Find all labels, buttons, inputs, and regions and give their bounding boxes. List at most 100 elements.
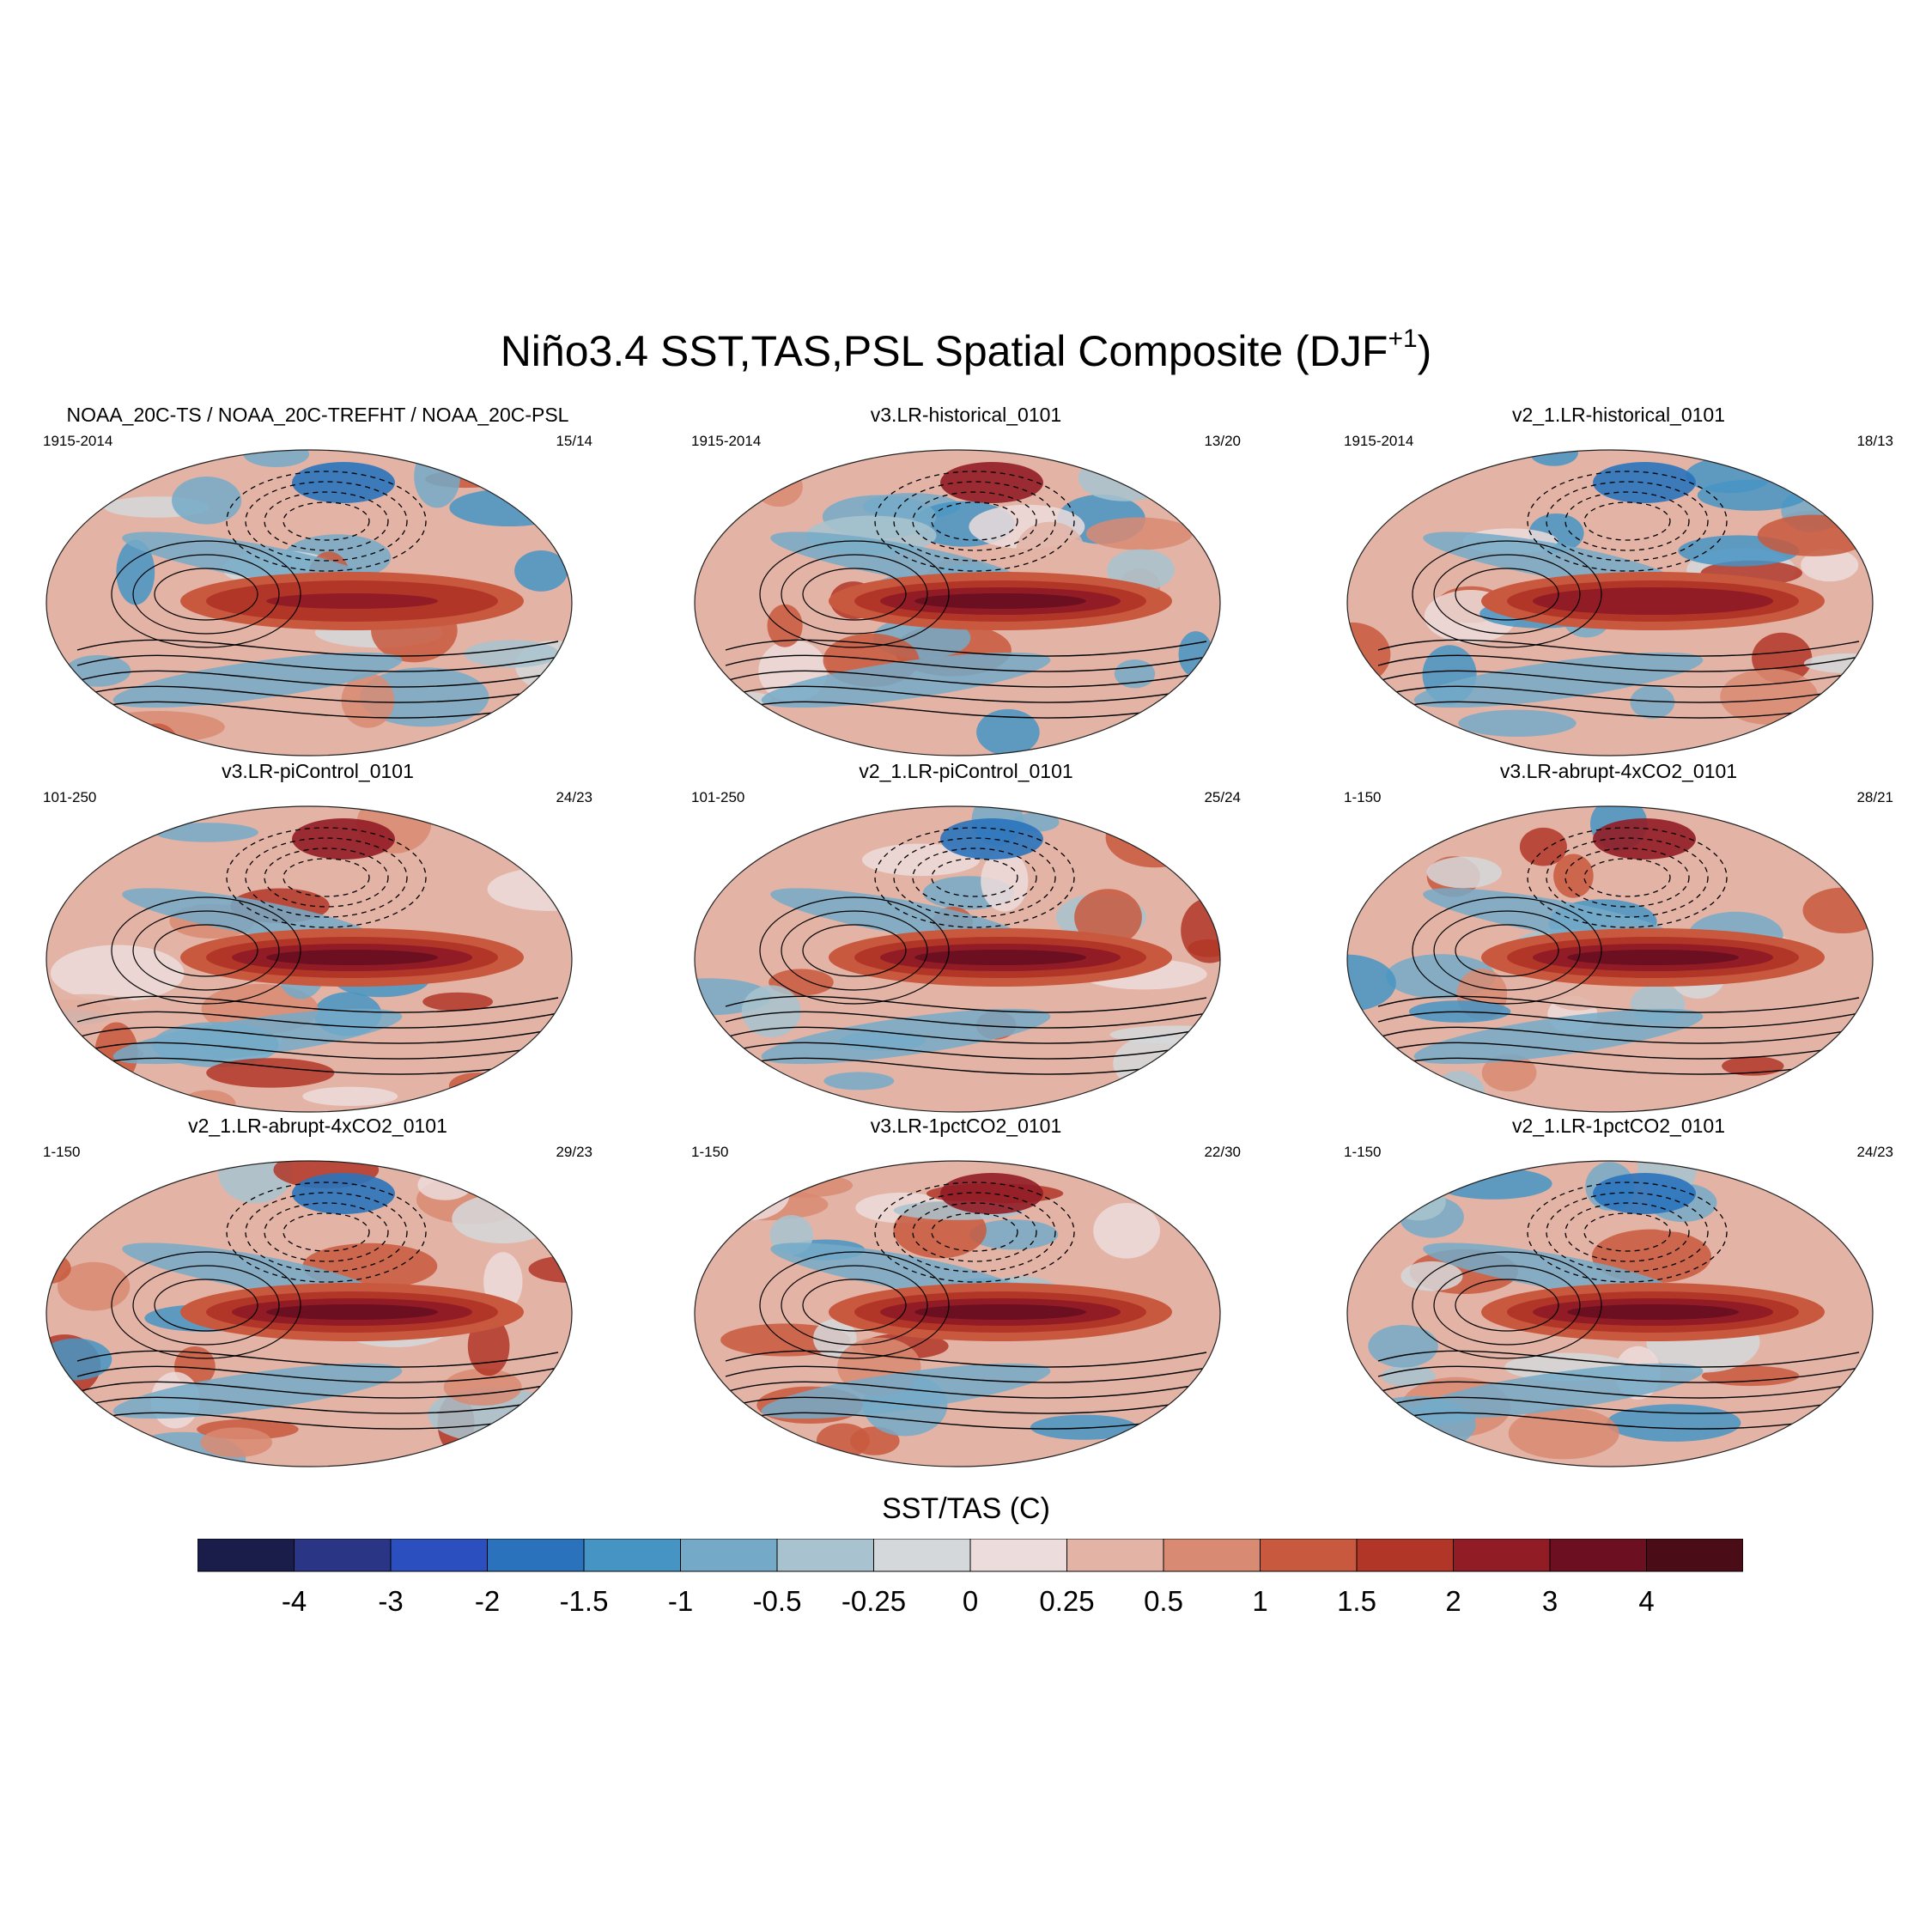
psl-contour-negative bbox=[893, 837, 1056, 918]
panel-title: v3.LR-historical_0101 bbox=[870, 404, 1062, 426]
panel-title: v2_1.LR-historical_0101 bbox=[1511, 404, 1726, 426]
psl-contour-negative bbox=[874, 827, 1075, 928]
colorbar: -4 -3 -2 -1.5 -1 -0.5 -0.25 0 0.25 0.5 1 1.5 2 3 4 bbox=[197, 1539, 1743, 1617]
global-map bbox=[46, 1160, 573, 1467]
global-map bbox=[1346, 805, 1874, 1113]
anomaly-region bbox=[1093, 1203, 1160, 1259]
psl-contour-negative bbox=[283, 858, 370, 897]
psl-contour-positive bbox=[1455, 568, 1559, 621]
psl-contour-negative bbox=[226, 827, 427, 928]
psl-contour bbox=[76, 1011, 559, 1029]
psl-contour bbox=[1377, 670, 1860, 688]
psl-contour bbox=[725, 670, 1207, 688]
figure-title: Niño3.4 SST,TAS,PSL Spatial Composite (D… bbox=[500, 325, 1432, 375]
psl-contour-negative bbox=[874, 1182, 1075, 1283]
psl-contour-positive bbox=[802, 568, 907, 621]
anomaly-region bbox=[514, 550, 568, 592]
psl-contour-positive bbox=[111, 540, 301, 648]
anomaly-region bbox=[706, 1169, 790, 1221]
psl-contour bbox=[1377, 701, 1860, 719]
psl-contour-positive bbox=[1455, 1279, 1559, 1332]
psl-contour-negative bbox=[1583, 501, 1671, 541]
psl-contour bbox=[725, 1396, 1207, 1414]
psl-contour bbox=[725, 1026, 1207, 1044]
colorbar-box bbox=[1066, 1539, 1164, 1572]
anomaly-region bbox=[89, 1201, 205, 1238]
colorbar-tick-label: -0.5 bbox=[753, 1585, 802, 1617]
colorbar-tick-label: -4 bbox=[282, 1585, 307, 1617]
map-outline bbox=[1346, 805, 1874, 1113]
colorbar-box bbox=[1453, 1539, 1551, 1572]
psl-contour bbox=[725, 1042, 1207, 1060]
psl-contour-negative bbox=[912, 1202, 1037, 1262]
panel-period: 1915-2014 bbox=[43, 433, 113, 449]
colorbar-box bbox=[390, 1539, 488, 1572]
colorbar-tick-label: 1 bbox=[1252, 1585, 1267, 1617]
anomaly-region bbox=[414, 450, 461, 508]
psl-contour-negative bbox=[226, 1182, 427, 1283]
anomaly-region bbox=[1800, 717, 1838, 756]
psl-contour-negative bbox=[1527, 471, 1728, 572]
panel-period: 1-150 bbox=[1344, 1144, 1382, 1160]
global-map bbox=[694, 805, 1221, 1113]
psl-contour-negative bbox=[245, 1192, 408, 1273]
psl-contour bbox=[725, 639, 1207, 657]
psl-contour-negative bbox=[1564, 1202, 1690, 1262]
north-america-anomaly bbox=[292, 1173, 395, 1214]
anomaly-region bbox=[1701, 1365, 1800, 1387]
anomaly-region bbox=[1085, 517, 1193, 550]
anomaly-region bbox=[1400, 1261, 1463, 1291]
colorbar-box bbox=[680, 1539, 778, 1572]
psl-contour-positive bbox=[1433, 554, 1581, 635]
panel-title: NOAA_20C-TS / NOAA_20C-TREFHT / NOAA_20C… bbox=[66, 404, 569, 426]
anomaly-region bbox=[155, 823, 258, 842]
anomaly-region bbox=[1178, 631, 1213, 677]
anomaly-region bbox=[1078, 455, 1172, 501]
psl-contour-negative bbox=[931, 501, 1018, 541]
anomaly-region bbox=[116, 539, 155, 605]
anomaly-region bbox=[1074, 889, 1142, 946]
psl-contour bbox=[725, 995, 1207, 1013]
colorbar-tick-label: -3 bbox=[378, 1585, 403, 1617]
anomaly-region bbox=[1481, 1054, 1537, 1092]
panel-event-count: 22/30 bbox=[1204, 1144, 1241, 1160]
psl-contour-positive bbox=[759, 540, 950, 648]
cool-band-south bbox=[112, 1363, 403, 1419]
psl-contour-positive bbox=[111, 1251, 301, 1359]
anomaly-region bbox=[1630, 685, 1675, 720]
anomaly-region bbox=[1553, 854, 1594, 898]
colorbar-box bbox=[1260, 1539, 1358, 1572]
anomaly-region bbox=[464, 806, 538, 821]
anomaly-region bbox=[302, 1086, 398, 1106]
colorbar-tick-label: 0 bbox=[963, 1585, 978, 1617]
colorbar-tick-label: 3 bbox=[1542, 1585, 1558, 1617]
anomaly-region bbox=[495, 450, 570, 502]
psl-contour bbox=[76, 1057, 559, 1075]
psl-contour-positive bbox=[781, 1265, 928, 1346]
colorbar-box bbox=[873, 1539, 971, 1572]
psl-contour bbox=[725, 1412, 1207, 1430]
anomaly-region bbox=[1030, 1414, 1137, 1440]
anomaly-region bbox=[57, 1261, 131, 1311]
global-map bbox=[694, 449, 1221, 756]
colorbar-box bbox=[487, 1539, 585, 1572]
psl-contour bbox=[76, 1365, 559, 1383]
global-map bbox=[46, 805, 573, 1113]
psl-contour bbox=[1377, 1350, 1860, 1368]
psl-contour-positive bbox=[1412, 1251, 1602, 1359]
anomaly-region bbox=[1016, 521, 1084, 578]
colorbar-box bbox=[1163, 1539, 1261, 1572]
anomaly-region bbox=[695, 813, 771, 846]
panel-event-count: 24/23 bbox=[1856, 1144, 1893, 1160]
panel-title: v3.LR-1pctCO2_0101 bbox=[870, 1115, 1062, 1137]
psl-contour-negative bbox=[1583, 858, 1671, 897]
colorbar-box bbox=[776, 1539, 874, 1572]
panel-event-count: 13/20 bbox=[1204, 433, 1241, 449]
psl-contour bbox=[76, 685, 559, 703]
panel-title: v2_1.LR-piControl_0101 bbox=[859, 760, 1073, 782]
north-america-anomaly bbox=[940, 462, 1043, 503]
anomaly-region bbox=[1850, 1020, 1873, 1067]
anomaly-region bbox=[695, 1072, 785, 1108]
panel-title: v2_1.LR-abrupt-4xCO2_0101 bbox=[188, 1115, 447, 1137]
psl-contour bbox=[1377, 1042, 1860, 1060]
